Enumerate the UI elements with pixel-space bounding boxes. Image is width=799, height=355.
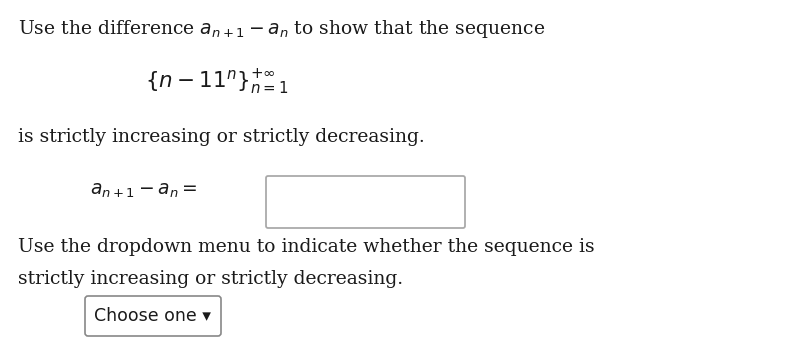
Text: Use the difference $a_{n+1} - a_n$ to show that the sequence: Use the difference $a_{n+1} - a_n$ to sh… (18, 18, 545, 40)
Text: is strictly increasing or strictly decreasing.: is strictly increasing or strictly decre… (18, 128, 425, 146)
Text: $\{n - 11^n\}_{n=1}^{+\infty}$: $\{n - 11^n\}_{n=1}^{+\infty}$ (145, 68, 288, 97)
FancyBboxPatch shape (266, 176, 465, 228)
Text: strictly increasing or strictly decreasing.: strictly increasing or strictly decreasi… (18, 270, 403, 288)
Text: Choose one ▾: Choose one ▾ (94, 307, 212, 325)
FancyBboxPatch shape (85, 296, 221, 336)
Text: Use the dropdown menu to indicate whether the sequence is: Use the dropdown menu to indicate whethe… (18, 238, 594, 256)
Text: $a_{n+1} - a_n =$: $a_{n+1} - a_n =$ (90, 182, 197, 200)
